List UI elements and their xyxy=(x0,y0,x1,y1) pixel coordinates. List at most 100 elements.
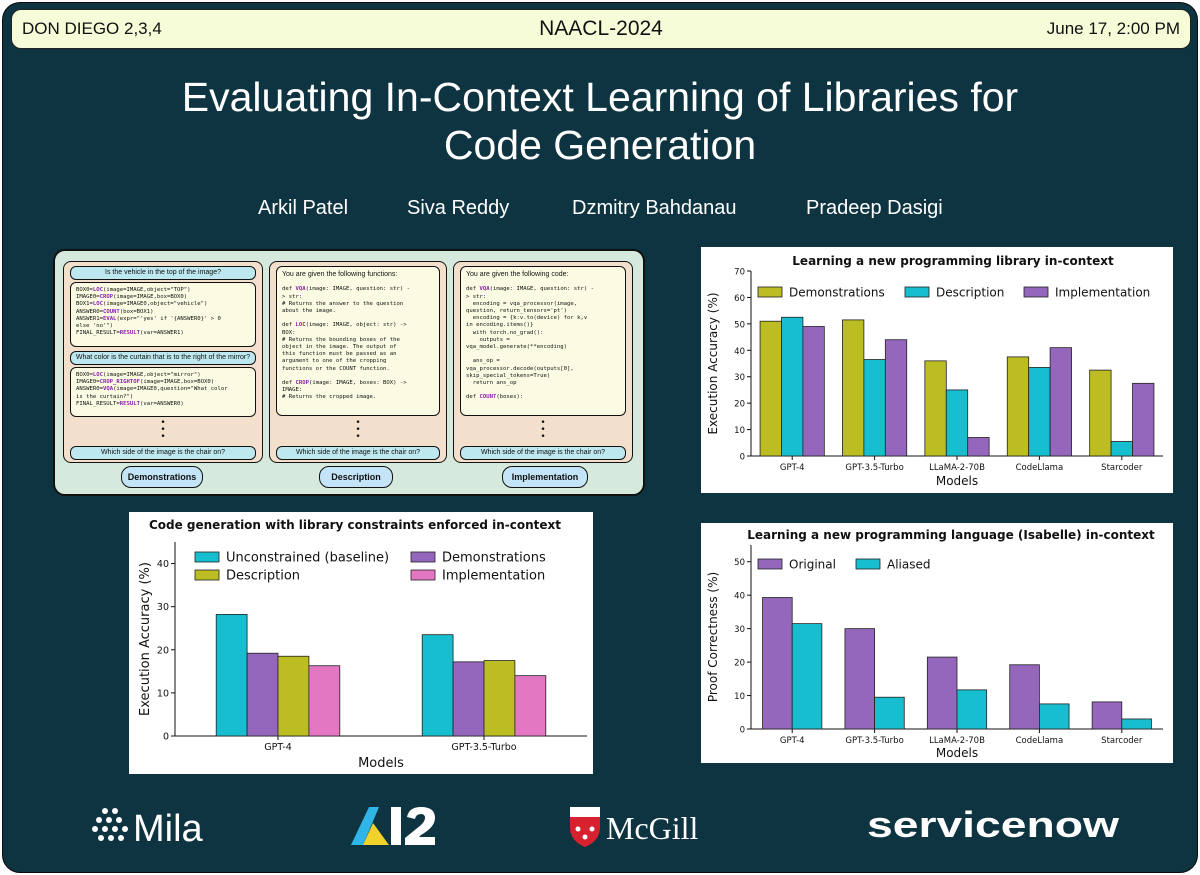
bar-demonstrations xyxy=(924,360,947,457)
x-tick-label: GPT-3.5-Turbo xyxy=(451,742,516,753)
bar-description xyxy=(483,660,516,737)
x-tick-label: GPT-4 xyxy=(780,463,805,473)
y-tick-label: 20 xyxy=(734,400,745,410)
x-tick-label: GPT-4 xyxy=(264,742,292,753)
legend-swatch xyxy=(1023,286,1049,298)
legend-swatch xyxy=(757,286,783,298)
y-tick-label: 40 xyxy=(734,592,745,602)
bar-description xyxy=(1028,367,1051,457)
demo-question-2: What color is the curtain that is to the… xyxy=(70,351,256,365)
y-tick-label: 50 xyxy=(734,320,745,330)
title-line-1: Evaluating In-Context Learning of Librar… xyxy=(181,74,1019,120)
legend-label: Aliased xyxy=(887,558,930,572)
chart-title: Learning a new programming language (Isa… xyxy=(747,528,1155,542)
y-tick-label: 30 xyxy=(734,373,745,383)
y-tick-label: 30 xyxy=(734,625,745,635)
bar-implementation xyxy=(308,665,341,737)
x-tick-label: LLaMA-2-70B xyxy=(929,463,985,473)
author-3: Dzmitry Bahdanau xyxy=(572,197,737,219)
author-1: Arkil Patel xyxy=(258,197,349,219)
y-axis-label: Proof Correctness (%) xyxy=(706,572,720,702)
bar-demonstrations xyxy=(759,320,782,457)
x-axis-label: Models xyxy=(936,474,978,488)
bar-unconstrained-baseline- xyxy=(421,634,454,737)
bar-description xyxy=(781,316,804,457)
author-2: Siva Reddy xyxy=(407,197,510,219)
constraints-chart-svg: Code generation with library constraints… xyxy=(138,518,587,771)
x-axis-label: Models xyxy=(936,746,978,760)
y-tick-label: 70 xyxy=(734,268,745,278)
bar-original xyxy=(1009,664,1040,730)
y-tick-label: 0 xyxy=(740,453,745,463)
bar-unconstrained-baseline- xyxy=(215,614,248,737)
y-axis-label: Execution Accuracy (%) xyxy=(706,292,720,434)
implementation-test-question: Which side of the image is the chair on? xyxy=(460,446,626,460)
demo-code-2: BOX0=LOC(image=IMAGE,object="mirror") IM… xyxy=(70,367,256,417)
mila-wordmark: Mila xyxy=(133,808,204,849)
legend-label: Demonstrations xyxy=(789,286,885,300)
mila-mark-icon: Mila xyxy=(92,808,204,850)
bar-demonstrations xyxy=(1006,356,1030,457)
legend-swatch xyxy=(904,286,930,298)
legend-swatch xyxy=(855,558,881,570)
bar-implementation xyxy=(1132,382,1155,457)
x-tick-label: Starcoder xyxy=(1101,736,1143,746)
mcgill-shield-icon: McGill xyxy=(570,807,699,847)
conference-name: NAACL-2024 xyxy=(539,17,663,40)
bar-implementation xyxy=(967,437,990,457)
legend-swatch xyxy=(194,551,220,563)
poster-title: Evaluating In-Context Learning of Librar… xyxy=(3,73,1197,169)
ai2-mark-icon xyxy=(351,807,435,845)
x-tick-label: CodeLlama xyxy=(1016,736,1064,746)
x-tick-label: GPT-3.5-Turbo xyxy=(845,463,903,473)
description-code: You are given the following functions: d… xyxy=(276,266,440,416)
isabelle-chart: Learning a new programming language (Isa… xyxy=(701,523,1173,763)
description-test-question: Which side of the image is the chair on? xyxy=(276,446,440,460)
ellipsis-icon: • • • xyxy=(160,418,166,442)
demonstrations-label: Demonstrations xyxy=(121,466,203,488)
bar-implementation xyxy=(514,675,547,737)
y-axis-label: Execution Accuracy (%) xyxy=(138,562,153,716)
legend-swatch xyxy=(410,551,436,563)
bar-description xyxy=(277,655,310,737)
legend-swatch xyxy=(410,569,436,581)
legend-label: Implementation xyxy=(442,569,545,584)
y-tick-label: 10 xyxy=(734,692,745,702)
x-axis-label: Models xyxy=(358,756,404,771)
prompt-styles-figure: Is the vehicle in the top of the image? … xyxy=(53,249,645,496)
bar-aliased xyxy=(1038,703,1070,730)
demonstrations-panel: Is the vehicle in the top of the image? … xyxy=(63,261,263,463)
bar-original xyxy=(1091,701,1123,730)
y-tick-label: 20 xyxy=(157,645,169,656)
bar-original xyxy=(762,597,793,730)
legend-label: Original xyxy=(789,558,836,572)
mila-logo: Mila xyxy=(87,801,237,850)
bar-description xyxy=(1110,441,1133,457)
servicenow-logo: servicenow xyxy=(865,801,1125,849)
y-tick-label: 20 xyxy=(734,659,745,669)
demo-question-1: Is the vehicle in the top of the image? xyxy=(70,266,256,280)
y-tick-label: 0 xyxy=(740,726,745,736)
implementation-panel: You are given the following code: def VQ… xyxy=(453,261,633,463)
title-line-2: Code Generation xyxy=(443,122,757,168)
ai2-logo xyxy=(349,803,439,851)
legend-label: Demonstrations xyxy=(442,551,546,566)
bar-demonstrations xyxy=(452,661,485,737)
implementation-label: Implementation xyxy=(502,466,588,488)
demo-code-1: BOX0=LOC(image=IMAGE,object="TOP") IMAGE… xyxy=(70,282,256,347)
y-tick-label: 40 xyxy=(734,347,745,357)
bar-implementation xyxy=(802,326,825,457)
legend-label: Unconstrained (baseline) xyxy=(226,551,389,566)
bar-description xyxy=(863,359,886,457)
library-learning-chart-svg: Learning a new programming library in-co… xyxy=(706,254,1163,488)
x-tick-label: GPT-4 xyxy=(780,736,805,746)
description-panel: You are given the following functions: d… xyxy=(269,261,447,463)
y-tick-label: 0 xyxy=(163,732,169,743)
library-learning-chart: Learning a new programming library in-co… xyxy=(701,247,1173,493)
legend-swatch xyxy=(757,558,783,570)
bar-demonstrations xyxy=(1089,369,1112,457)
bar-demonstrations xyxy=(246,652,279,737)
servicenow-wordmark-icon: servicenow xyxy=(867,804,1120,845)
x-tick-label: CodeLlama xyxy=(1016,463,1064,473)
